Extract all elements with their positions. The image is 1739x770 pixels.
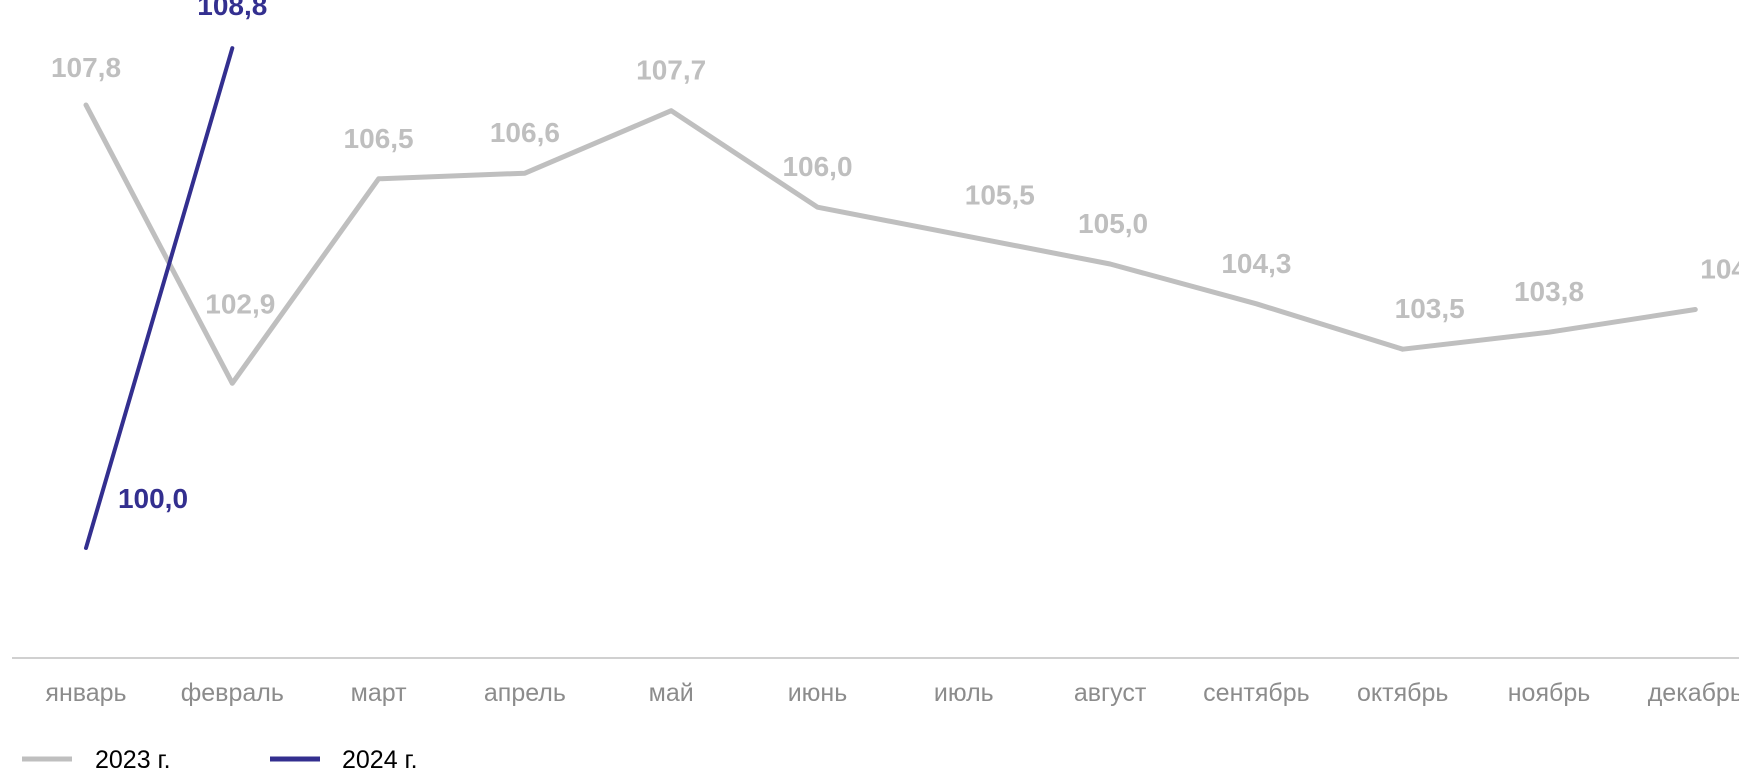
legend: 2023 г. 2024 г. (22, 746, 418, 770)
x-tick-label: март (351, 679, 407, 707)
data-label-2023-6: 105,5 (965, 180, 1035, 211)
series-line-2023 (83, 102, 1698, 386)
series-line-2024 (84, 46, 235, 550)
data-label-2023-5: 106,0 (782, 151, 852, 182)
x-tick-layer: январь февраль март апрель май июнь июль август… (45, 679, 1739, 707)
data-label-2023-10: 103,8 (1514, 276, 1584, 307)
x-tick-label: январь (45, 679, 126, 707)
data-label-2023-4: 107,7 (636, 55, 706, 86)
data-label-2023-3: 106,6 (490, 117, 560, 148)
x-tick-label: май (649, 679, 694, 707)
data-label-2023-11: 104,2 (1700, 254, 1739, 285)
data-label-2023-9: 103,5 (1395, 293, 1465, 324)
data-label-2024-0: 100,0 (118, 483, 188, 514)
x-tick-label: август (1074, 679, 1147, 707)
legend-label-2023: 2023 г. (95, 746, 171, 770)
data-label-layer: 107,8 102,9 106,5 106,6 107,7 106,0 105,5 105,0… (51, 0, 1739, 514)
data-label-2023-1: 102,9 (205, 288, 275, 319)
x-tick-label: сентябрь (1203, 679, 1309, 707)
data-label-2023-7: 105,0 (1078, 208, 1148, 239)
x-tick-label: февраль (181, 679, 284, 707)
legend-label-2024: 2024 г. (342, 746, 418, 770)
data-label-2023-0: 107,8 (51, 52, 121, 83)
series-layer (83, 46, 1698, 550)
x-tick-label: октябрь (1357, 679, 1448, 707)
x-tick-label: июль (934, 679, 994, 707)
data-label-2024-1: 108,8 (197, 0, 267, 21)
x-tick-label: декабрь (1648, 679, 1739, 707)
x-tick-label: ноябрь (1508, 679, 1591, 707)
x-tick-label: июнь (788, 679, 848, 707)
data-label-2023-8: 104,3 (1221, 248, 1291, 279)
x-tick-label: апрель (484, 679, 566, 707)
data-label-2023-2: 106,5 (344, 123, 414, 154)
